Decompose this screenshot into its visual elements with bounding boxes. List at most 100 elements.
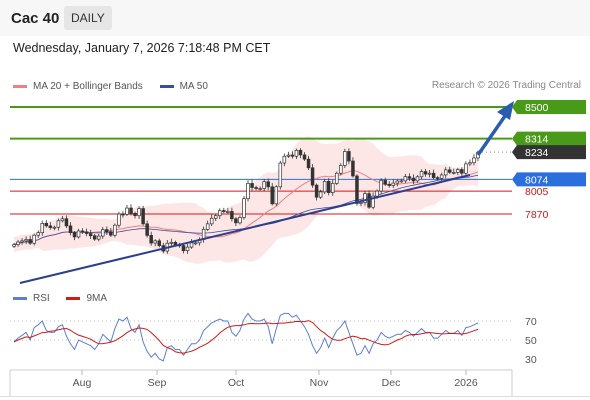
- target-arrow-head: [497, 101, 514, 120]
- level-label: 8500: [525, 102, 549, 114]
- research-credit: Research © 2026 Trading Central: [431, 80, 581, 91]
- candle: [395, 179, 400, 187]
- candle: [20, 238, 24, 245]
- rsi-scale-label: 70: [525, 316, 537, 328]
- candle: [339, 163, 343, 176]
- candle: [68, 222, 73, 236]
- level-tag-8234: 8234: [512, 145, 586, 160]
- bollinger-band-layer: [14, 136, 478, 264]
- candle: [141, 205, 145, 226]
- candle: [72, 230, 77, 241]
- candle: [137, 206, 141, 219]
- level-label: 7870: [525, 209, 549, 221]
- candle: [24, 236, 28, 245]
- candle: [64, 215, 69, 229]
- candle: [468, 159, 472, 167]
- candle: [448, 166, 452, 175]
- candle: [294, 148, 299, 159]
- candle: [209, 214, 214, 227]
- candle: [28, 235, 32, 245]
- candle: [36, 230, 40, 238]
- candle: [109, 227, 113, 237]
- candle: [16, 239, 20, 247]
- candle: [113, 223, 117, 238]
- chart-header: Cac 40 DAILY: [0, 0, 590, 36]
- candle: [125, 204, 129, 217]
- uptrend-line: [19, 174, 471, 284]
- timeframe-selector[interactable]: DAILY: [64, 6, 112, 30]
- candle: [318, 189, 323, 199]
- candle: [226, 208, 230, 214]
- candle: [443, 167, 448, 179]
- candle: [12, 242, 16, 248]
- candle: [270, 183, 274, 206]
- x-tick-label: Aug: [73, 377, 92, 389]
- candle: [80, 228, 85, 235]
- symbol-title: Cac 40: [11, 10, 60, 27]
- x-tick-label: Sep: [148, 377, 167, 389]
- candle: [258, 186, 262, 191]
- x-tick-label: 2026: [454, 377, 478, 389]
- candle: [101, 226, 105, 239]
- candle: [383, 177, 387, 186]
- candle: [355, 174, 359, 206]
- candle: [387, 181, 391, 188]
- candle: [117, 211, 121, 228]
- candle: [246, 180, 250, 202]
- candle: [347, 148, 351, 165]
- candle: [310, 164, 315, 188]
- ma9-swatch: [66, 296, 81, 300]
- candle: [403, 173, 408, 184]
- candle: [427, 170, 432, 178]
- candles-layer: [12, 148, 480, 254]
- candle: [335, 171, 339, 186]
- candle: [363, 190, 367, 206]
- candle: [343, 148, 347, 169]
- level-tag-8500: 8500: [512, 100, 586, 114]
- timestamp: Wednesday, January 7, 2026 7:18:48 PM CE…: [13, 41, 271, 55]
- candle: [84, 228, 89, 237]
- candle: [88, 229, 93, 239]
- candle: [472, 154, 476, 166]
- candle: [411, 174, 416, 185]
- candle: [379, 178, 383, 195]
- candle: [169, 238, 174, 247]
- x-tick-label: Nov: [310, 377, 329, 389]
- legend-rsi-label: RSI: [33, 293, 50, 304]
- candle: [460, 167, 464, 177]
- rsi-9ma-line: [13, 320, 479, 354]
- bollinger-band-area: [14, 136, 478, 264]
- legend-rsi: RSI: [13, 293, 50, 304]
- candle: [399, 178, 404, 183]
- candle: [322, 178, 327, 195]
- candle: [222, 207, 226, 214]
- candle: [213, 214, 218, 221]
- rsi-swatch: [13, 296, 27, 300]
- candle: [302, 152, 307, 161]
- rsi-scale-label: 50: [525, 335, 537, 347]
- candle: [314, 183, 319, 201]
- candle: [423, 168, 428, 177]
- candle: [456, 167, 460, 176]
- legend-bollinger: MA 20 + Bollinger Bands: [13, 80, 143, 94]
- candle: [32, 233, 36, 246]
- candle: [371, 192, 375, 210]
- legend-ma50: MA 50: [159, 80, 208, 94]
- candle: [76, 228, 81, 239]
- candle: [298, 148, 303, 159]
- candle: [330, 179, 335, 196]
- candle: [96, 233, 101, 242]
- x-tick-label: Dec: [382, 377, 401, 389]
- legend-9ma: 9MA: [66, 293, 107, 304]
- candle: [419, 169, 424, 180]
- legend-9ma-label: 9MA: [86, 293, 108, 304]
- candle: [391, 179, 396, 189]
- candle: [431, 169, 436, 180]
- candle: [326, 178, 331, 196]
- trendline-layer: [19, 101, 514, 284]
- candle: [306, 155, 311, 171]
- candle: [129, 204, 133, 216]
- level-tag-8074: 8074: [512, 172, 586, 187]
